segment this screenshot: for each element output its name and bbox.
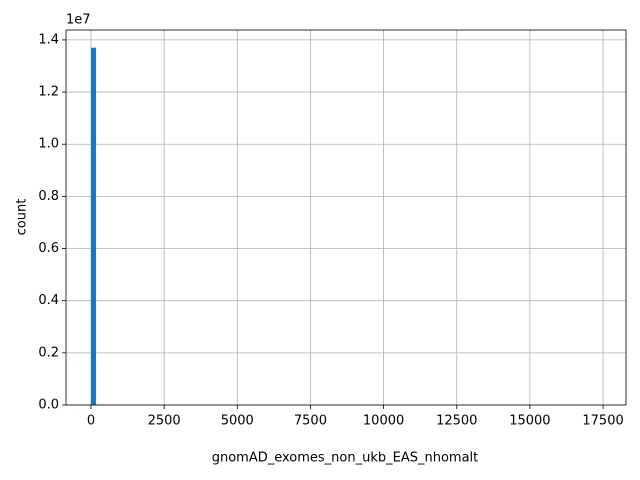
y-tick-label: 0.0 (38, 398, 59, 413)
x-tick-label: 5000 (221, 414, 254, 429)
y-tick-label: 0.8 (38, 189, 59, 204)
bar-layer (90, 47, 97, 405)
x-tick-label: 15000 (509, 414, 550, 429)
y-tick-label: 1.0 (38, 137, 59, 152)
x-axis-label: gnomAD_exomes_non_ukb_EAS_nhomalt (212, 451, 479, 466)
x-tick-label: 2500 (148, 414, 181, 429)
x-tick-label: 10000 (363, 414, 404, 429)
x-tick-label: 7500 (294, 414, 327, 429)
y-tick-label: 0.2 (38, 345, 59, 360)
y-tick-label: 1.4 (38, 32, 59, 47)
x-tick-label: 12500 (436, 414, 477, 429)
x-tick-label: 17500 (582, 414, 623, 429)
y-tick-label: 0.4 (38, 293, 59, 308)
y-tick-label: 0.6 (38, 241, 59, 256)
y-tick-label: 1.2 (38, 85, 59, 100)
x-tick-label: 0 (87, 414, 95, 429)
histogram-bar (90, 47, 97, 405)
y-offset-label: 1e7 (66, 13, 91, 28)
y-axis-label: count (15, 199, 30, 236)
axes-frame (65, 29, 627, 406)
